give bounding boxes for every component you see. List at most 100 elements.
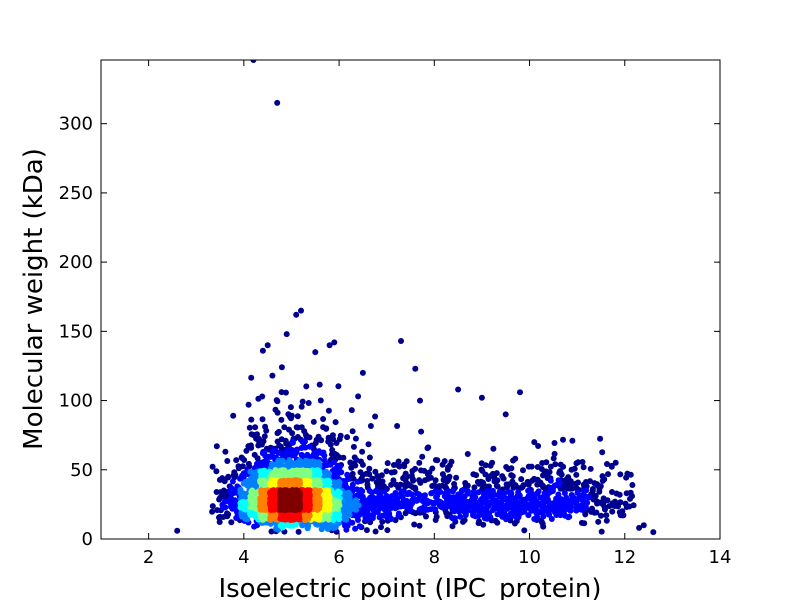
data-point	[346, 498, 353, 505]
data-point	[398, 338, 404, 344]
data-point	[531, 439, 538, 446]
data-point	[349, 481, 356, 488]
data-point	[394, 423, 401, 429]
data-point	[367, 423, 374, 429]
data-point	[568, 492, 575, 498]
data-point	[299, 398, 306, 405]
data-point	[373, 479, 380, 486]
data-point	[386, 500, 393, 507]
data-point	[547, 488, 554, 495]
data-point	[268, 528, 275, 535]
data-point	[268, 489, 275, 496]
data-point	[336, 464, 343, 470]
data-point	[221, 478, 228, 485]
data-point	[303, 383, 310, 390]
x-tick-label: 12	[613, 547, 636, 568]
data-point	[599, 477, 606, 484]
data-point	[519, 483, 526, 490]
data-point	[366, 465, 373, 472]
y-tick-label: 50	[70, 460, 93, 481]
data-point	[520, 467, 526, 474]
data-point	[344, 434, 351, 441]
data-point	[326, 342, 333, 349]
data-point	[230, 412, 237, 419]
data-point	[243, 447, 250, 454]
data-point	[478, 394, 485, 401]
data-point	[473, 472, 480, 479]
data-point	[209, 508, 216, 515]
data-point	[424, 445, 431, 452]
data-point	[557, 468, 563, 475]
data-point	[505, 466, 512, 473]
data-point	[418, 428, 425, 435]
data-point	[390, 477, 397, 484]
data-point	[415, 496, 422, 503]
data-point	[416, 491, 422, 498]
data-point	[249, 487, 256, 494]
data-point	[525, 487, 532, 494]
data-point	[378, 524, 384, 531]
data-point	[539, 460, 546, 466]
data-point	[390, 462, 397, 468]
data-point	[293, 424, 300, 431]
data-point	[535, 443, 542, 449]
y-tick-label: 150	[59, 321, 93, 342]
data-point	[603, 517, 610, 524]
data-point	[489, 470, 496, 477]
data-point	[320, 416, 327, 422]
data-point	[540, 523, 547, 530]
data-point	[261, 448, 268, 455]
data-point	[254, 522, 261, 529]
data-point	[239, 463, 246, 470]
data-point	[343, 526, 350, 533]
data-point	[575, 479, 581, 486]
data-point	[404, 503, 411, 510]
data-point	[573, 471, 580, 478]
data-point	[220, 493, 227, 500]
data-point	[449, 506, 456, 513]
data-point	[341, 516, 348, 522]
data-point	[457, 513, 464, 520]
data-point	[248, 416, 255, 423]
data-point	[473, 500, 480, 507]
data-point	[313, 479, 320, 486]
data-point	[323, 512, 330, 518]
data-point	[483, 505, 490, 512]
data-point	[580, 464, 587, 471]
data-point	[392, 491, 399, 498]
data-point	[261, 480, 268, 487]
data-point	[537, 479, 544, 486]
data-point	[335, 483, 342, 490]
data-point	[229, 478, 236, 485]
data-point	[264, 342, 271, 349]
data-point	[352, 435, 359, 442]
data-point	[370, 497, 377, 504]
data-point	[257, 438, 264, 444]
data-point	[449, 488, 456, 495]
y-tick-label: 0	[82, 529, 93, 550]
data-point	[354, 512, 360, 519]
data-point	[489, 459, 496, 466]
data-point	[441, 458, 448, 465]
data-point	[564, 477, 571, 484]
data-point	[306, 443, 313, 450]
data-point	[295, 528, 302, 535]
data-points	[174, 60, 657, 536]
data-point	[398, 488, 405, 495]
data-point	[594, 481, 601, 488]
data-point	[589, 505, 595, 512]
data-point	[336, 489, 343, 496]
data-point	[222, 448, 229, 455]
data-point	[224, 513, 231, 520]
data-point	[432, 477, 439, 484]
data-point	[335, 499, 342, 506]
data-point	[306, 512, 313, 519]
data-point	[617, 471, 624, 478]
data-point	[232, 497, 238, 504]
data-point	[333, 511, 340, 518]
data-point	[650, 529, 657, 536]
data-point	[525, 512, 532, 519]
data-point	[561, 502, 568, 509]
data-point	[323, 425, 330, 432]
